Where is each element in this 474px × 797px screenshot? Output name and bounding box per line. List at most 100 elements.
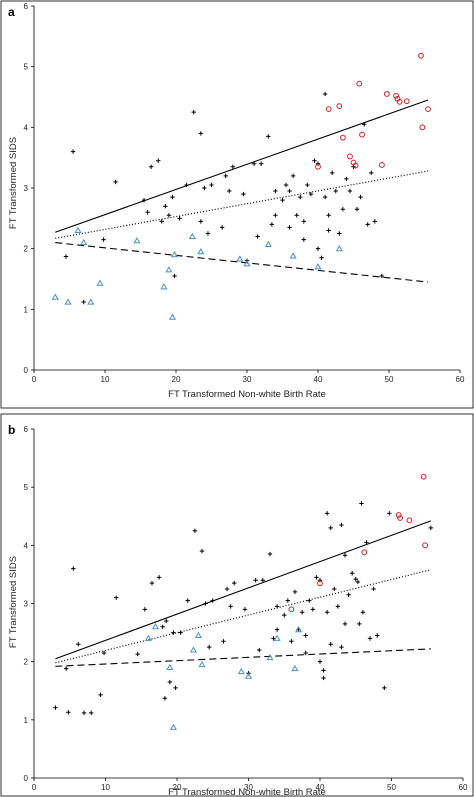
point-plus [167, 679, 173, 685]
point-plus [156, 575, 162, 580]
point-circle [418, 52, 424, 59]
point-plus [342, 553, 348, 558]
point-plus [221, 639, 226, 644]
point-plus [282, 612, 287, 618]
point-triangle [244, 672, 253, 679]
point-plus [170, 194, 175, 200]
x-axis-title: FT Transformed Non-white Birth Rate [168, 787, 326, 797]
point-plus [274, 627, 280, 632]
fit-line-solid [55, 99, 429, 233]
point-triangle [144, 634, 152, 641]
point-circle [403, 98, 410, 105]
point-plus [359, 501, 364, 506]
panel-a: a 0 10 20 30 40 50 60 0 1 2 3 4 5 6 FT Transformed No… [0, 0, 474, 409]
point-plus [292, 589, 298, 595]
point-plus [113, 179, 118, 185]
point-plus [142, 607, 148, 612]
point-plus [164, 618, 169, 624]
point-plus [332, 586, 337, 592]
x-tick-label: 10 [101, 783, 110, 792]
point-triangle [243, 260, 251, 267]
point-plus [198, 219, 204, 224]
point-plus [135, 651, 140, 657]
point-plus [317, 578, 323, 583]
point-plus [166, 213, 172, 218]
y-tick-label: 5 [24, 483, 29, 492]
point-plus [428, 525, 434, 531]
point-triangle [273, 634, 281, 641]
point-plus [141, 197, 147, 203]
point-plus [224, 586, 230, 592]
point-plus [257, 647, 262, 653]
point-plus [223, 173, 228, 179]
point-plus [361, 122, 367, 127]
point-triangle [236, 255, 244, 262]
y-tick-label: 4 [24, 123, 29, 132]
x-tick-label: 20 [173, 783, 182, 792]
point-plus [310, 607, 316, 612]
x-tick-label: 10 [101, 375, 110, 384]
point-plus [101, 650, 107, 656]
point-plus [266, 134, 271, 139]
point-plus [185, 598, 190, 603]
point-plus [63, 666, 69, 671]
point-plus [322, 194, 328, 200]
point-circle [397, 515, 403, 521]
point-plus [228, 604, 233, 609]
point-triangle [314, 263, 322, 270]
fit-line-dashed [55, 648, 431, 667]
point-circle [395, 512, 402, 518]
point-plus [162, 696, 168, 701]
y-tick-label: 0 [24, 366, 29, 375]
point-plus [285, 598, 291, 603]
point-plus [357, 621, 362, 627]
point-plus [230, 164, 235, 169]
y-axis-title: FT Transformed SIDS [8, 556, 19, 648]
point-plus [227, 188, 232, 194]
point-plus [192, 528, 198, 533]
point-plus [387, 511, 392, 516]
point-plus [178, 630, 183, 635]
point-plus [307, 598, 312, 603]
panel-label: b [8, 423, 15, 437]
point-plus [81, 299, 86, 305]
point-plus [367, 636, 373, 641]
point-plus [305, 182, 310, 188]
point-plus [301, 219, 306, 224]
x-tick-label: 40 [316, 783, 325, 792]
point-plus [353, 576, 358, 582]
point-plus [251, 161, 257, 166]
y-tick-label: 1 [24, 305, 29, 314]
point-triangle [96, 279, 104, 286]
point-circle [315, 163, 321, 170]
point-plus [355, 579, 361, 585]
point-triangle [51, 293, 59, 300]
y-tick-label: 2 [24, 245, 29, 254]
point-circle [352, 162, 359, 169]
panel-b: b 0 10 20 30 40 50 60 0 1 2 3 4 5 6 FT Transformed No… [0, 413, 474, 797]
point-plus [163, 204, 168, 209]
axes: 0 10 20 30 40 50 60 0 1 2 3 4 5 6 [24, 425, 468, 792]
point-plus [303, 650, 308, 656]
point-triangle [198, 660, 206, 668]
point-plus [365, 222, 370, 227]
axes: 0 10 20 30 40 50 60 0 1 2 3 4 5 6 [24, 2, 465, 384]
point-triangle [169, 723, 177, 730]
point-plus [172, 273, 177, 279]
point-plus [145, 210, 150, 215]
y-tick-label: 1 [24, 716, 29, 725]
point-plus [321, 668, 326, 673]
point-circle [359, 131, 365, 138]
point-plus [344, 176, 349, 182]
point-triangle [289, 252, 297, 259]
x-tick-label: 30 [244, 783, 253, 792]
point-triangle [197, 247, 205, 255]
x-tick-label: 60 [459, 783, 468, 792]
point-plus [232, 580, 237, 586]
point-plus [289, 639, 294, 644]
panel-frame [0, 0, 474, 409]
point-plus [358, 194, 363, 200]
point-triangle [80, 238, 88, 246]
point-plus [319, 255, 324, 260]
point-plus [242, 607, 248, 612]
